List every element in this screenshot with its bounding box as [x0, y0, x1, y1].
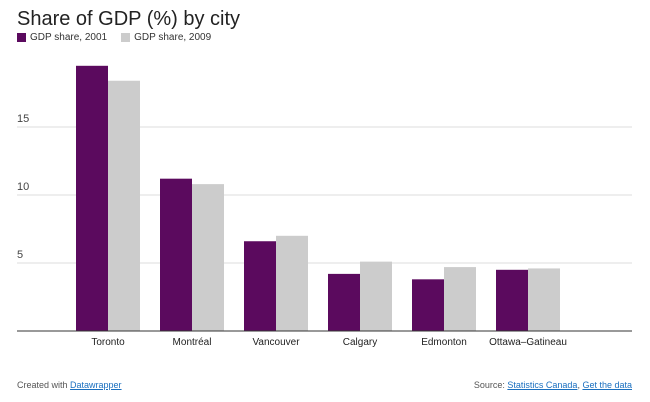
- footer-created-text: Created with: [17, 380, 71, 390]
- chart-title: Share of GDP (%) by city: [17, 8, 241, 30]
- bar-ottawa-gatineau-2009: [528, 268, 560, 331]
- x-tick-label-toronto: Toronto: [91, 337, 125, 348]
- footer-source-text: Source:: [473, 380, 508, 390]
- x-tick-label-montr-al: Montréal: [173, 337, 212, 348]
- bar-toronto-2009: [108, 80, 140, 331]
- y-tick-label-10: 10: [17, 181, 29, 193]
- bar-edmonton-2009: [444, 267, 476, 331]
- footer-separator: ,: [577, 380, 583, 390]
- x-tick-label-vancouver: Vancouver: [252, 337, 300, 348]
- bar-toronto-2001: [76, 65, 108, 332]
- datawrapper-link[interactable]: Datawrapper: [70, 380, 122, 390]
- legend: GDP share, 2001 GDP share, 2009: [17, 32, 211, 43]
- bar-edmonton-2001: [412, 279, 444, 331]
- bar-montr-al-2009: [192, 184, 224, 331]
- x-tick-label-calgary: Calgary: [343, 337, 377, 348]
- statistics-canada-link[interactable]: Statistics Canada: [507, 380, 578, 390]
- legend-label-2009: GDP share, 2009: [134, 32, 212, 43]
- footer-credit: Created with Datawrapper: [17, 380, 122, 390]
- y-tick-label-15: 15: [17, 113, 29, 125]
- get-the-data-link[interactable]: Get the data: [582, 380, 632, 390]
- legend-item-2009: GDP share, 2009: [121, 32, 211, 43]
- legend-label-2001: GDP share, 2001: [30, 32, 108, 43]
- bar-calgary-2009: [360, 261, 392, 331]
- x-tick-label-ottawa-gatineau: Ottawa–Gatineau: [489, 337, 567, 348]
- x-tick-label-edmonton: Edmonton: [421, 337, 467, 348]
- bar-calgary-2001: [328, 273, 360, 331]
- footer-source: Source: Statistics Canada, Get the data: [474, 380, 632, 390]
- y-tick-label-5: 5: [17, 249, 23, 261]
- bar-vancouver-2001: [244, 241, 276, 331]
- legend-swatch-2001: [17, 33, 26, 42]
- bar-montr-al-2001: [160, 178, 192, 331]
- legend-item-2001: GDP share, 2001: [17, 32, 107, 43]
- bar-ottawa-gatineau-2001: [496, 269, 528, 331]
- bar-vancouver-2009: [276, 235, 308, 331]
- legend-swatch-2009: [121, 33, 131, 42]
